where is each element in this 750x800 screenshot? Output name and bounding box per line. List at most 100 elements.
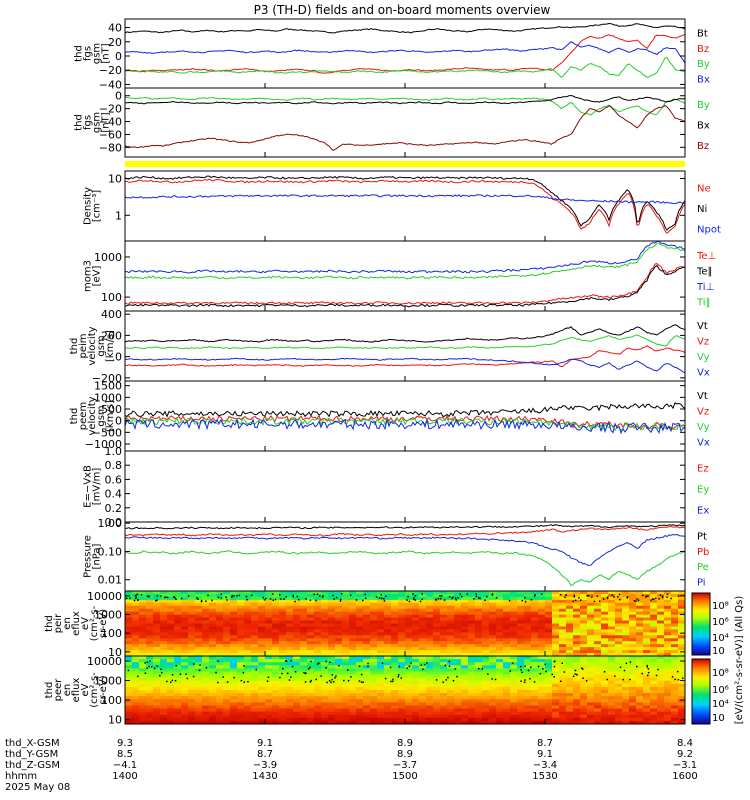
series-label: Bz bbox=[697, 141, 709, 152]
x-axis-value: 9.1 bbox=[537, 749, 553, 760]
series-line-vt bbox=[125, 403, 685, 417]
y-tick-label: 40 bbox=[108, 22, 122, 35]
x-axis-value: 8.7 bbox=[257, 749, 273, 760]
y-tick-label: 10 bbox=[108, 714, 122, 727]
series-line-by bbox=[125, 97, 685, 115]
series-label: Ti∥ bbox=[696, 297, 711, 308]
panel-8: PtPbPePi1.000.100.01Pressure[nPa] bbox=[83, 517, 710, 591]
panel-frame bbox=[125, 19, 685, 88]
x-axis-value: −4.1 bbox=[113, 760, 137, 771]
x-axis-value: 1500 bbox=[392, 771, 417, 782]
x-axis-value: 8.4 bbox=[677, 738, 693, 749]
series-label: Bx bbox=[697, 121, 710, 132]
series-line-te⊥ bbox=[125, 264, 685, 305]
y-axis-label: [km/s] bbox=[105, 400, 116, 432]
colorbar-label: [eV/(cm²-s-sr-eV)] (All Qs) bbox=[734, 596, 745, 725]
x-axis-value: 9.3 bbox=[117, 738, 133, 749]
y-tick-label: −20 bbox=[99, 64, 122, 77]
series-label: By bbox=[697, 100, 710, 111]
series-label: Ni bbox=[697, 204, 707, 215]
panel-3: NeNiNpot101Density[cm⁻³] bbox=[83, 171, 721, 241]
colorbar-tick-label: 10⁸ bbox=[712, 668, 729, 679]
series-line-bt bbox=[125, 24, 685, 34]
series-label: Ne bbox=[697, 183, 711, 194]
y-tick-label: 10000 bbox=[87, 590, 122, 603]
series-label: Ez bbox=[697, 464, 709, 475]
series-line-ni bbox=[125, 176, 685, 230]
series-label: Ey bbox=[697, 485, 709, 496]
panel-frame bbox=[125, 311, 685, 381]
x-axis-row-label: hhmm bbox=[5, 771, 37, 782]
y-axis-label: [km/s] bbox=[105, 330, 116, 362]
y-tick-label: 400 bbox=[101, 308, 122, 321]
y-tick-label: 100 bbox=[101, 291, 122, 304]
panel-4: Te⊥ Te∥ Ti⊥ Ti∥ 1000 100 mom3[eV] bbox=[83, 241, 717, 311]
y-axis-label: [mV/m] bbox=[92, 468, 103, 506]
x-axis-value: −3.9 bbox=[253, 760, 277, 771]
series-label: Vx bbox=[697, 437, 710, 448]
colorbar-tick-label: 10⁲ bbox=[712, 713, 725, 724]
x-axis-value: 1430 bbox=[252, 771, 277, 782]
y-tick-label: 0 bbox=[115, 351, 122, 364]
x-axis-value: −3.1 bbox=[673, 760, 697, 771]
figure-title: P3 (TH-D) fields and on-board moments ov… bbox=[254, 3, 551, 17]
series-line-pt bbox=[125, 525, 685, 529]
x-axis-value: 1600 bbox=[672, 771, 697, 782]
colorbar-tick-label: 10⁶ bbox=[712, 617, 729, 628]
y-tick-label: −80 bbox=[99, 141, 122, 154]
panel-6: VtVzVyVx150010005000−500−1000thdpeemvelo… bbox=[69, 380, 710, 451]
y-tick-label: 10 bbox=[108, 173, 122, 186]
series-label: Pe bbox=[697, 562, 709, 573]
series-line-te∥ bbox=[125, 266, 685, 307]
y-tick-label: 0 bbox=[115, 50, 122, 63]
y-tick-label: 0 bbox=[115, 90, 122, 103]
series-label: Vy bbox=[697, 352, 710, 363]
x-axis-value: 8.9 bbox=[397, 749, 413, 760]
x-axis-value: 8.9 bbox=[397, 738, 413, 749]
series-line-npot bbox=[125, 195, 685, 204]
series-label: Ex bbox=[697, 506, 709, 517]
y-tick-label: 0.8 bbox=[105, 459, 123, 472]
series-label: Bz bbox=[697, 44, 709, 55]
spectrogram bbox=[125, 591, 686, 657]
x-axis-value: 8.5 bbox=[117, 749, 133, 760]
colorbar-tick-label: 10⁴ bbox=[712, 633, 729, 644]
series-label: Vy bbox=[697, 422, 710, 433]
x-axis-value: 1530 bbox=[532, 771, 557, 782]
panels: BtBzByBx40200−20−40thdfgsgsm[nT]ByBxBz0−… bbox=[44, 19, 721, 727]
series-label: Ti⊥ bbox=[696, 282, 714, 293]
time-axis-labels: thd_X-GSM 9.3 9.1 8.9 8.7 8.4 thd_Y-GSM 8.5 8.7 8… bbox=[5, 738, 698, 793]
colorbar-tick-label: 10⁴ bbox=[712, 699, 729, 710]
panel-10: 10000 1000 100 10 thdpeerenefluxeV(cm²-s-sr-… bbox=[44, 655, 686, 727]
series-label: Vt bbox=[697, 391, 708, 402]
x-axis-row-label: thd_X-GSM bbox=[5, 738, 60, 749]
panel-1: Bt Bz By Bx 40200−20−40 thdfgsgsm[nT] bbox=[74, 19, 710, 91]
series-label: Vz bbox=[697, 336, 709, 347]
y-tick-label: 1.00 bbox=[98, 517, 123, 530]
y-tick-label: 0.01 bbox=[98, 574, 123, 587]
series-line-by bbox=[125, 58, 685, 77]
series-line-vt bbox=[125, 325, 685, 342]
spectrogram bbox=[125, 656, 686, 725]
x-axis-value: 9.2 bbox=[677, 749, 693, 760]
y-tick-label: 0.6 bbox=[105, 473, 123, 486]
series-label: Bt bbox=[697, 29, 708, 40]
colorbar-electron bbox=[692, 659, 710, 724]
y-tick-label: 0.4 bbox=[105, 488, 123, 501]
series-line-vx bbox=[125, 420, 685, 433]
y-axis-label: sr-eV) bbox=[98, 609, 109, 638]
series-label: Te∥ bbox=[696, 266, 713, 277]
series-label: Pb bbox=[697, 547, 709, 558]
series-line-bx bbox=[125, 42, 685, 63]
x-axis-row-label: thd_Z-GSM bbox=[5, 760, 60, 771]
series-label: Bx bbox=[697, 74, 710, 85]
y-tick-label: 0.2 bbox=[105, 502, 123, 515]
y-axis-label: sr-eV) bbox=[98, 675, 109, 704]
series-line-bz bbox=[125, 105, 685, 150]
panel-7: EzEyEx1.00.80.60.40.20.0E=−VxB[mV/m] bbox=[83, 445, 710, 529]
status-bar-yellow bbox=[125, 161, 685, 167]
series-label: Pt bbox=[697, 532, 707, 543]
colorbar-tick-label: 10⁸ bbox=[712, 601, 729, 612]
x-axis-value: 1400 bbox=[112, 771, 137, 782]
